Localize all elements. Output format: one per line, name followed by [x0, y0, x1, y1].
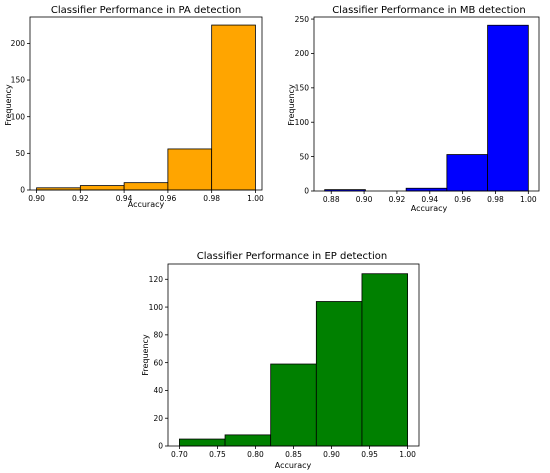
histogram-bar: [179, 438, 226, 447]
x-tick-label: 0.92: [72, 194, 89, 203]
y-tick-label: 200: [295, 49, 310, 58]
x-tick-label: 0.95: [361, 450, 378, 459]
x-tick-label: 0.75: [209, 450, 226, 459]
histogram-mb: Classifier Performance in MB detection 0…: [287, 5, 540, 213]
x-tick-label: 0.96: [454, 195, 471, 204]
x-tick-label: 0.92: [389, 195, 406, 204]
axes-frame: [29, 16, 263, 191]
x-tick-label: 0.90: [323, 450, 340, 459]
histogram-bar: [79, 185, 125, 191]
x-tick-label: 1.00: [520, 195, 537, 204]
y-tick-label: 120: [149, 275, 164, 284]
y-tick-label: 60: [153, 358, 163, 367]
histogram-ep: Classifier Performance in EP detection 0…: [141, 251, 420, 470]
chart-title: Classifier Performance in EP detection: [197, 251, 387, 262]
axes-frame: [313, 16, 540, 192]
histogram-bar: [405, 187, 448, 192]
y-tick-label: 0: [20, 186, 25, 195]
histogram-bar: [315, 301, 363, 447]
plot-area: 0.90 0.92 0.94 0.96 0.98 1.00 0 50 100 150 200: [11, 16, 264, 203]
histogram-bar: [270, 363, 317, 447]
histogram-bar: [446, 154, 488, 192]
y-axis-label: Frequency: [287, 84, 296, 126]
x-axis-label: Accuracy: [411, 204, 448, 213]
y-tick-label: 80: [153, 331, 163, 340]
x-tick-label: 0.80: [247, 450, 264, 459]
x-tick-label: 0.85: [285, 450, 302, 459]
x-tick-label: 0.98: [487, 195, 504, 204]
x-tick-label: 0.98: [203, 194, 220, 203]
y-tick-label: 250: [295, 15, 310, 24]
x-tick-label: 0.94: [116, 194, 133, 203]
y-tick-label: 100: [11, 112, 26, 121]
histogram-bar: [211, 24, 256, 191]
x-tick-label: 0.96: [160, 194, 177, 203]
y-tick-label: 50: [299, 152, 309, 161]
x-tick-label: 1.00: [399, 450, 416, 459]
chart-title: Classifier Performance in MB detection: [332, 5, 526, 16]
y-axis-label: Frequency: [4, 84, 13, 126]
histogram-bar: [167, 148, 213, 191]
histogram-pa: Classifier Performance in PA detection 0…: [4, 5, 264, 209]
y-tick-label: 40: [153, 386, 163, 395]
x-axis-label: Accuracy: [128, 200, 165, 209]
x-tick-label: 0.70: [171, 450, 188, 459]
histogram-bar: [361, 273, 408, 447]
y-axis-label: Frequency: [141, 334, 150, 376]
y-tick-label: 50: [15, 149, 25, 158]
x-axis-label: Accuracy: [275, 461, 312, 470]
x-tick-label: 0.94: [421, 195, 438, 204]
x-tick-label: 0.88: [323, 195, 340, 204]
y-tick-label: 200: [11, 39, 26, 48]
y-tick-label: 100: [149, 303, 164, 312]
x-tick-label: 0.90: [356, 195, 373, 204]
plot-area: 0.70 0.75 0.80 0.85 0.90 0.95 1.00 0 20 40 60 80 100…: [149, 263, 420, 459]
x-tick-label: 0.90: [28, 194, 45, 203]
chart-title: Classifier Performance in PA detection: [51, 5, 241, 16]
y-tick-label: 0: [304, 187, 309, 196]
y-tick-label: 100: [295, 118, 310, 127]
x-tick-label: 1.00: [247, 194, 264, 203]
histogram-bar: [487, 24, 529, 192]
plot-area: 0.88 0.90 0.92 0.94 0.96 0.98 1.00 0 50 100 150 200…: [295, 15, 540, 204]
histogram-bar: [224, 434, 272, 447]
y-tick-label: 150: [295, 84, 310, 93]
y-tick-label: 0: [158, 442, 163, 451]
y-tick-label: 20: [153, 414, 163, 423]
histogram-bar: [123, 182, 169, 191]
y-tick-label: 150: [11, 76, 26, 85]
